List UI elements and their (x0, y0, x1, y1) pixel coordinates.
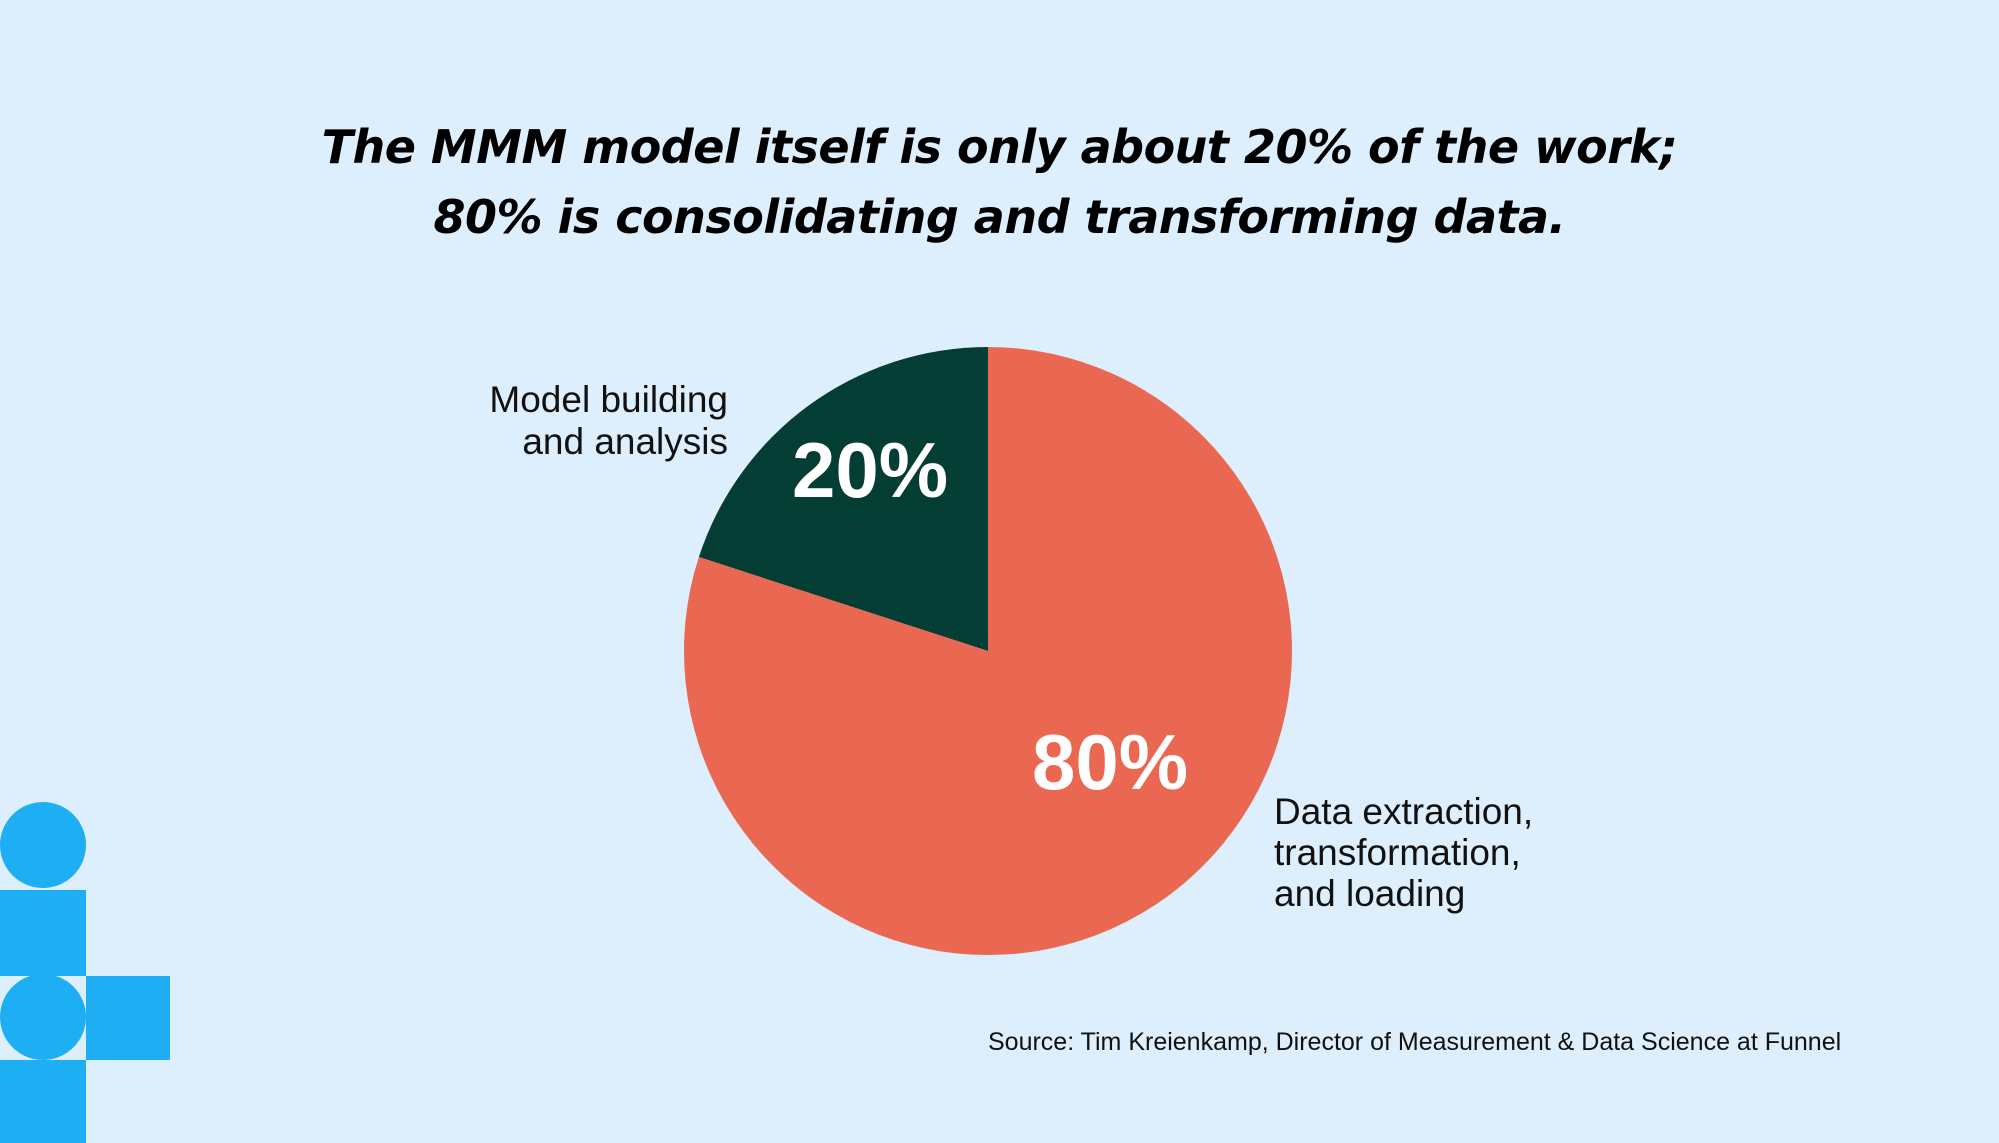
brand-circle-top (0, 802, 86, 888)
pie-slice-model-building-and-analysis (698, 347, 988, 651)
pie-category-label-line: and loading (1274, 873, 1465, 914)
chart-title: The MMM model itself is only about 20% o… (0, 112, 1999, 252)
pie-value-label-model-building-and-analysis: 20% (792, 426, 948, 514)
pie-category-label-line: transformation, (1274, 832, 1521, 873)
pie-value-label-data-extraction-transformation-and-loading: 80% (1032, 718, 1188, 806)
brand-square-right (86, 976, 170, 1060)
chart-title-line-1: The MMM model itself is only about 20% o… (321, 120, 1678, 174)
pie-category-label-model-building-and-analysis: Model building and analysis (489, 379, 728, 462)
source-caption: Source: Tim Kreienkamp, Director of Meas… (988, 1028, 1842, 1056)
pie-slice-data-extraction-transformation-and-loading (683, 347, 1293, 956)
brand-circle-middle (0, 974, 86, 1060)
brand-square-upper (0, 890, 86, 976)
chart-title-line-2: 80% is consolidating and transforming da… (433, 190, 1566, 244)
pie-category-label-data-extraction-transformation-and-loading: Data extraction, transformation, and loadi… (1274, 791, 1533, 914)
pie-category-label-line: Data extraction, (1274, 791, 1533, 832)
pie-category-label-line: Model building (489, 379, 728, 420)
pie-category-label-line: and analysis (522, 421, 728, 462)
brand-square-bottom (0, 1060, 86, 1143)
